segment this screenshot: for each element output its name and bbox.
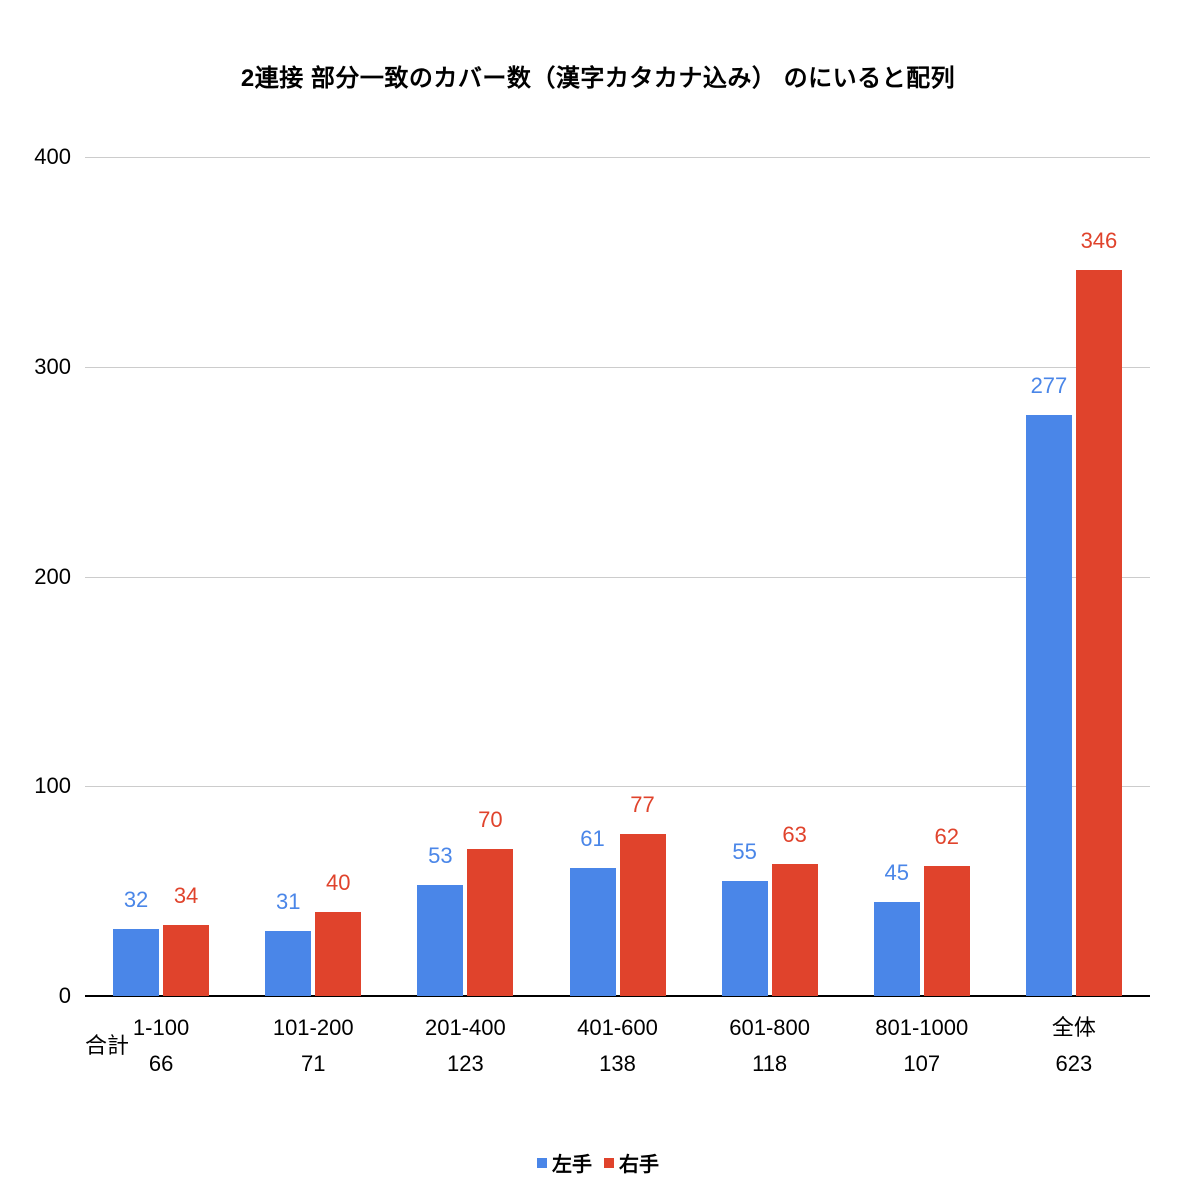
bar-value-label: 63 (782, 821, 807, 847)
totals-row-value: 138 (599, 1051, 636, 1076)
gridline (85, 157, 1150, 158)
chart-title: 2連接 部分一致のカバー数（漢字カタカナ込み） のにいると配列 (240, 65, 956, 92)
y-axis-tick-label: 400 (34, 144, 71, 169)
bar-右手-1-100 (163, 924, 210, 996)
bar-value-label: 31 (275, 888, 301, 914)
bar-左手-401-600 (569, 868, 616, 996)
bar-右手-401-600 (619, 834, 666, 996)
x-axis-category-label: 全体 (1051, 1015, 1096, 1040)
bar-value-label: 45 (884, 859, 910, 885)
legend-item-右手: 右手 (604, 1148, 659, 1177)
bar-value-label: 61 (580, 826, 605, 852)
bar-value-label: 55 (732, 838, 757, 864)
x-axis-category-label: 801-1000 (875, 1015, 969, 1040)
totals-row-value: 118 (752, 1051, 788, 1076)
bar-右手-101-200 (315, 912, 362, 996)
y-axis-tick-label: 0 (58, 983, 71, 1008)
bar-左手-801-1000 (873, 901, 920, 996)
bar-value-label: 53 (428, 842, 453, 868)
legend-marker-icon (604, 1157, 614, 1168)
bar-value-label: 32 (123, 886, 149, 912)
x-axis-category-label: 201-400 (424, 1015, 506, 1040)
totals-row-value: 107 (903, 1051, 941, 1076)
bar-value-label: 70 (478, 807, 503, 833)
bar-左手-601-800 (721, 880, 768, 996)
y-axis-tick-label: 200 (34, 563, 71, 589)
bar-value-label: 346 (1080, 228, 1118, 254)
x-axis-category-label: 101-200 (272, 1015, 354, 1040)
legend-item-左手: 左手 (537, 1148, 592, 1177)
x-axis-line (85, 995, 1150, 997)
totals-row-value: 123 (446, 1051, 484, 1076)
totals-row-label: 合計 (85, 1033, 130, 1058)
totals-row-value: 66 (148, 1051, 174, 1076)
bar-左手-101-200 (265, 930, 312, 996)
bar-value-label: 277 (1030, 372, 1068, 398)
bar-右手-801-1000 (923, 865, 970, 996)
x-axis-category-label: 601-800 (729, 1015, 810, 1040)
bar-右手-全体 (1075, 270, 1122, 996)
gridline (85, 576, 1150, 578)
y-axis-tick-label: 100 (34, 773, 71, 799)
bar-右手-601-800 (771, 863, 818, 996)
bar-左手-201-400 (417, 884, 464, 996)
plot-area: 0 100 200 300 400 32 34 1-100 66 31 40 101-200 71 53 7… (34, 144, 1150, 1076)
gridline (85, 366, 1150, 368)
legend-marker-icon (537, 1157, 547, 1168)
x-axis-category-label: 401-600 (577, 1015, 658, 1040)
bar-value-label: 34 (173, 882, 199, 908)
gridline (85, 786, 1150, 788)
bar-value-label: 40 (325, 870, 351, 896)
legend-label: 右手 (619, 1154, 659, 1176)
bar-右手-201-400 (467, 849, 514, 996)
legend-label: 左手 (552, 1154, 592, 1176)
bar-value-label: 77 (630, 792, 655, 818)
totals-row-value: 71 (300, 1051, 326, 1076)
legend: 左手 右手 (0, 1148, 1196, 1177)
bar-左手-全体 (1025, 414, 1072, 996)
bar-左手-1-100 (113, 928, 160, 996)
totals-row-value: 623 (1055, 1051, 1093, 1076)
bar-value-label: 62 (934, 823, 960, 849)
y-axis-tick-label: 300 (34, 353, 71, 379)
x-axis-category-label: 1-100 (132, 1015, 190, 1040)
